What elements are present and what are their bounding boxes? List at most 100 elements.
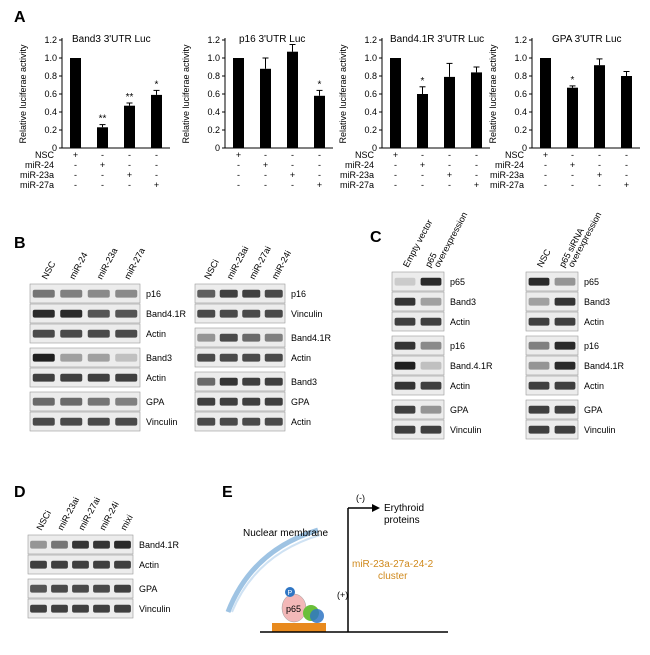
protein-band: [32, 417, 55, 426]
panel-e-diagram: Nuclear membrane (-) Erythroid proteins …: [225, 493, 448, 633]
bar: [287, 51, 298, 149]
condition-sign: -: [598, 150, 601, 160]
cluster-label-line1: miR-23a-27a-24-2: [352, 559, 434, 570]
blot-strip: Actin: [29, 367, 166, 388]
condition-row-label: miR-23a: [20, 170, 54, 180]
condition-sign: -: [421, 150, 424, 160]
y-axis-label: Relative luciferae activity: [181, 44, 191, 144]
blot-strip: Actin: [27, 554, 159, 575]
protein-band: [115, 309, 138, 318]
protein-band: [242, 289, 261, 298]
y-axis-label: Relative luciferae activity: [338, 44, 348, 144]
cluster-label-line2: cluster: [378, 571, 408, 582]
condition-sign: -: [448, 180, 451, 190]
protein-band: [242, 309, 261, 318]
band-label: p65: [584, 277, 599, 287]
band-label: Actin: [450, 317, 470, 327]
blot-membrane: [391, 355, 445, 376]
band-label: p16: [146, 289, 161, 299]
protein-band: [264, 377, 283, 386]
blot-strip: p16: [391, 335, 465, 356]
protein-band: [554, 361, 576, 370]
condition-sign: -: [155, 150, 158, 160]
protein-band: [528, 381, 550, 390]
band-label: GPA: [291, 397, 309, 407]
blot-membrane: [525, 271, 579, 292]
protein-band: [197, 377, 216, 386]
significance-mark: *: [571, 75, 575, 86]
protein-band: [30, 560, 47, 569]
y-tick-label: 0: [215, 143, 220, 153]
protein-band: [420, 317, 442, 326]
protein-band: [60, 353, 83, 362]
band-label: GPA: [450, 405, 468, 415]
blot-panel-b-left: NSC miR-24 miR-23a miR-27a p16 Band4.1R Actin B…: [29, 246, 187, 432]
lane-label: NSCi: [202, 258, 221, 281]
condition-sign: +: [543, 150, 548, 160]
chart-title: p16 3'UTR Luc: [239, 34, 305, 45]
protein-band: [60, 329, 83, 338]
protein-band: [60, 309, 83, 318]
protein-band: [197, 309, 216, 318]
neg-regulation-label: (-): [356, 493, 365, 503]
protein-band: [528, 277, 550, 286]
protein-band: [93, 584, 110, 593]
band-label: GPA: [146, 397, 164, 407]
bar: [260, 68, 271, 148]
blot-strip: Actin: [194, 411, 311, 432]
lane-label: NSC: [40, 259, 58, 281]
y-tick-label: 0.4: [514, 107, 527, 117]
blot-membrane: [29, 411, 141, 432]
blot-strip: Vinculin: [29, 411, 177, 432]
blot-membrane: [391, 375, 445, 396]
condition-sign: -: [571, 170, 574, 180]
protein-band: [115, 417, 138, 426]
condition-sign: -: [598, 180, 601, 190]
condition-sign: -: [128, 160, 131, 170]
blot-membrane: [391, 291, 445, 312]
protein-band: [242, 417, 261, 426]
protein-band: [394, 297, 416, 306]
blot-membrane: [391, 335, 445, 356]
blot-strip: Actin: [194, 347, 311, 368]
protein-band: [72, 584, 89, 593]
condition-sign: -: [291, 180, 294, 190]
y-tick-label: 0.4: [207, 107, 220, 117]
protein-band: [219, 377, 238, 386]
condition-sign: +: [474, 180, 479, 190]
condition-sign: +: [420, 160, 425, 170]
nuclear-membrane-label: Nuclear membrane: [243, 528, 328, 539]
condition-sign: -: [475, 160, 478, 170]
blot-membrane: [194, 327, 286, 348]
protein-band: [219, 353, 238, 362]
band-label: Actin: [146, 373, 166, 383]
protein-band: [554, 297, 576, 306]
blot-strip: p16: [525, 335, 599, 356]
protein-band: [115, 289, 138, 298]
blot-membrane: [29, 367, 141, 388]
protein-band: [394, 361, 416, 370]
band-label: Vinculin: [146, 417, 177, 427]
bar: [567, 87, 578, 148]
blot-strip: Actin: [391, 375, 470, 396]
protein-band: [528, 361, 550, 370]
blot-strip: GPA: [525, 399, 602, 420]
condition-sign: -: [128, 150, 131, 160]
blot-membrane: [29, 347, 141, 368]
protein-band: [32, 329, 55, 338]
y-tick-label: 1.2: [44, 35, 57, 45]
y-tick-label: 0: [522, 143, 527, 153]
protein-band: [219, 309, 238, 318]
band-label: Vinculin: [291, 309, 322, 319]
condition-sign: -: [237, 180, 240, 190]
band-label: p65: [450, 277, 465, 287]
condition-row-label: miR-27a: [490, 180, 524, 190]
bar-chart-2: p16 3'UTR Luc 0 0.2 0.4 0.6 0.8 1.0 1.2 Relative…: [181, 34, 333, 190]
chart-title: Band3 3'UTR Luc: [72, 34, 151, 45]
protein-band: [197, 353, 216, 362]
condition-sign: +: [290, 170, 295, 180]
protein-band: [60, 397, 83, 406]
y-tick-label: 0.6: [44, 89, 57, 99]
condition-row-label: NSC: [35, 150, 55, 160]
y-tick-label: 0.2: [364, 125, 377, 135]
